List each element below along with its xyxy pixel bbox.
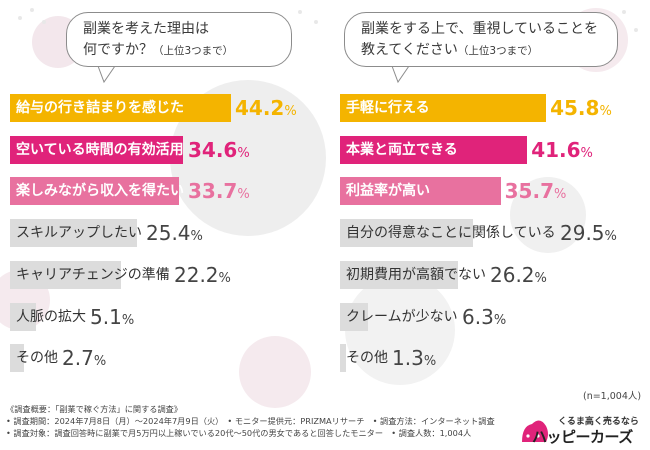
bar-value-number: 5.1 <box>90 304 122 329</box>
bar-label-left-1: 給与の行き詰まりを感じた <box>16 100 184 116</box>
bar-value-number: 33.7 <box>188 179 238 204</box>
bar-left-7 <box>10 344 24 373</box>
bar-value-number: 35.7 <box>504 179 554 204</box>
question-right-line1: 副業をする上で、重視していることを <box>361 21 599 37</box>
bar-value-right-7: 1.3% <box>392 344 436 376</box>
bar-value-unit: % <box>534 270 547 286</box>
bar-label-right-2: 本業と両立できる <box>346 141 458 158</box>
question-left-line2: 何ですか？ <box>83 42 153 58</box>
bar-label-right-7: その他 <box>346 350 388 367</box>
bar-value-unit: % <box>237 187 250 203</box>
bar-value-right-2: 41.6% <box>531 136 593 168</box>
bar-label-right-1: 手軽に行える <box>346 100 430 116</box>
bar-value-unit: % <box>284 104 297 119</box>
bar-right-2 <box>340 135 528 164</box>
bar-value-number: 44.2 <box>235 96 285 120</box>
bar-value-unit: % <box>423 354 437 370</box>
survey-period: • 調査期間：2024年7月8日（月）～2024年7月9日（火） • モニター提… <box>6 416 495 426</box>
survey-overview: 《調査概要：「副業で稼ぐ方法」に関する調査》 • 調査期間：2024年7月8日（… <box>6 403 495 439</box>
bar-value-left-5: 22.2% <box>174 261 231 293</box>
bar-left-6 <box>10 302 36 331</box>
bar-label-left-6: 人脈の拡大 <box>16 308 86 325</box>
bar-value-unit: % <box>121 312 135 328</box>
bar-value-number: 45.8 <box>550 96 600 120</box>
bar-left-2 <box>10 135 183 164</box>
bar-left-3 <box>10 177 179 206</box>
bar-value-unit: % <box>493 312 507 328</box>
bar-value-number: 41.6 <box>531 137 581 162</box>
bar-value-unit: % <box>580 145 593 161</box>
bar-value-number: 1.3 <box>392 346 424 371</box>
brand-mascot-icon <box>522 420 548 442</box>
bar-label-right-6: クレームが少ない <box>346 308 458 325</box>
bar-value-number: 26.2 <box>490 262 535 287</box>
bar-value-unit: % <box>237 145 250 161</box>
brand-tagline: くるま高く売るなら <box>558 417 639 427</box>
bar-label-left-7: その他 <box>16 350 58 367</box>
bar-value-unit: % <box>218 270 231 286</box>
bar-left-5 <box>10 260 121 289</box>
bar-value-unit: % <box>93 354 107 370</box>
bar-right-5 <box>340 260 458 289</box>
bar-value-unit: % <box>554 187 567 203</box>
question-right-line2: 教えてください <box>361 42 458 58</box>
bar-value-right-5: 26.2% <box>490 261 547 293</box>
bar-label-right-4: 自分の得意なことに関係している <box>346 225 556 242</box>
bar-value-unit: % <box>604 229 617 245</box>
question-bubble-right: 副業をする上で、重視していることを 教えてください（上位3つまで） <box>344 12 618 67</box>
bar-value-left-2: 34.6% <box>188 136 250 168</box>
bar-value-right-3: 35.7% <box>505 177 567 209</box>
bar-value-right-1: 45.8% <box>550 94 612 126</box>
bar-value-left-1: 44.2% <box>235 94 297 126</box>
bar-value-number: 25.4 <box>146 221 191 246</box>
brand-logo: ハッピーカーズ <box>532 428 633 446</box>
bar-value-unit: % <box>599 104 612 119</box>
bar-value-right-4: 29.5% <box>560 219 617 251</box>
bar-label-left-3: 楽しみながら収入を得たい <box>16 183 184 200</box>
bar-value-left-4: 25.4% <box>146 219 203 251</box>
bar-right-3 <box>340 177 501 206</box>
bar-value-left-3: 33.7% <box>188 177 250 209</box>
question-right-note: （上位3つまで） <box>457 45 539 57</box>
bar-value-number: 2.7 <box>62 346 94 371</box>
bar-value-right-6: 6.3% <box>462 303 506 335</box>
bar-value-number: 6.3 <box>462 304 494 329</box>
bar-label-left-5: キャリアチェンジの準備 <box>16 266 170 283</box>
bar-value-left-6: 5.1% <box>90 303 134 335</box>
bar-right-7 <box>340 344 346 373</box>
survey-target: • 調査対象：調査回答時に副業で月5万円以上稼いでいる20代～50代の男女である… <box>6 428 472 438</box>
bar-left-1 <box>10 94 231 122</box>
bar-value-number: 34.6 <box>188 137 238 162</box>
bar-right-4 <box>340 219 473 248</box>
question-bubble-left: 副業を考えた理由は 何ですか？（上位3つまで） <box>66 12 292 67</box>
survey-title: 《調査概要：「副業で稼ぐ方法」に関する調査》 <box>6 404 183 414</box>
bar-value-number: 29.5 <box>560 221 605 246</box>
bar-label-right-5: 初期費用が高額でない <box>346 266 486 283</box>
bar-value-unit: % <box>190 229 203 245</box>
question-left-line1: 副業を考えた理由は <box>83 21 209 37</box>
question-left-note: （上位3つまで） <box>153 45 234 57</box>
bar-right-1 <box>340 94 547 122</box>
bar-label-left-2: 空いている時間の有効活用 <box>16 141 184 158</box>
bar-value-left-7: 2.7% <box>62 344 106 376</box>
bar-right-6 <box>340 302 369 331</box>
bar-label-left-4: スキルアップしたい <box>16 225 142 242</box>
sample-size: (n=1,004人) <box>583 391 642 402</box>
bar-value-number: 22.2 <box>174 262 219 287</box>
bar-left-4 <box>10 219 137 248</box>
bar-label-right-3: 利益率が高い <box>346 183 430 200</box>
